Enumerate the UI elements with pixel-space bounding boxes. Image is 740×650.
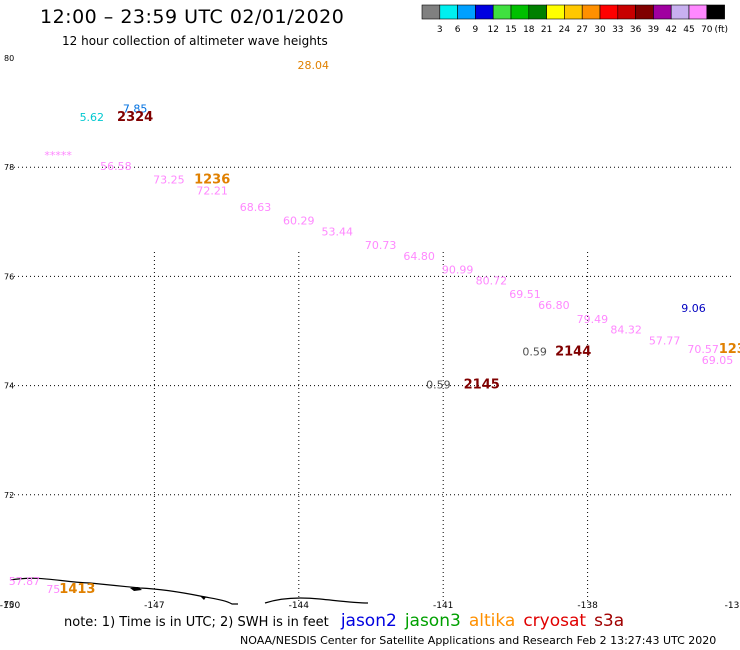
wave-height-label: 57.77 <box>649 335 681 348</box>
axis-labels: 80 78 76 74 72 70-150 -147 -144 -141 -138 -13 <box>0 54 739 611</box>
legend-label: 6 <box>455 25 461 35</box>
legend-swatch <box>706 4 725 20</box>
wave-height-label: 79.49 <box>577 313 609 326</box>
legend-swatch <box>581 4 601 20</box>
legend-swatch <box>475 4 494 20</box>
legend-swatch <box>492 4 512 20</box>
legend-unit: (ft) <box>714 25 728 35</box>
legend-swatch <box>617 4 636 20</box>
wave-height-label: 70.57 <box>687 343 719 356</box>
lon-tick-label: -13 <box>725 601 740 611</box>
lon-tick-label: -147 <box>144 601 164 611</box>
wave-height-label: 1235 <box>719 342 740 357</box>
wave-height-label: 9.06 <box>681 302 706 315</box>
legend-swatch <box>653 4 672 20</box>
wave-height-label: 28.04 <box>297 59 329 72</box>
wave-height-label: 75 <box>46 583 60 596</box>
wave-height-label: ***** <box>44 149 72 162</box>
wave-height-label: 56.58 <box>100 160 132 173</box>
legend-label: 21 <box>541 25 552 35</box>
wave-height-label: 64.80 <box>403 250 435 263</box>
island-shape <box>130 587 142 591</box>
legend-label: 36 <box>630 25 642 35</box>
legend-label: 12 <box>487 25 498 35</box>
coastline-path <box>9 577 369 605</box>
legend-swatch <box>688 4 708 20</box>
wave-height-label: 68.63 <box>240 201 272 214</box>
legend-label: 45 <box>683 25 694 35</box>
wave-height-label: 70.73 <box>365 239 397 252</box>
legend-swatch <box>546 4 565 20</box>
legend-label: 18 <box>523 25 535 35</box>
satellite-legend: jason2 jason3 altika cryosat s3a <box>333 611 624 631</box>
legend-label: 27 <box>576 25 587 35</box>
lon-tick-label: -141 <box>433 601 453 611</box>
footer-note-line: note: 1) Time is in UTC; 2) SWH is in fe… <box>64 611 624 631</box>
legend-swatch <box>599 4 619 20</box>
wave-height-label: 84.32 <box>610 324 642 337</box>
chart-title: 12:00 – 23:59 UTC 02/01/2020 <box>40 6 345 28</box>
legend-label: 9 <box>473 25 479 35</box>
wave-height-label: 2144 <box>555 345 591 360</box>
wave-height-label: 60.29 <box>283 215 315 228</box>
legend-label: 3 <box>437 25 443 35</box>
legend-swatch <box>421 4 441 20</box>
satellite-altika: altika <box>468 611 516 631</box>
wave-height-label: 69.05 <box>702 354 734 367</box>
wave-height-label: 5.62 <box>80 111 105 124</box>
island-shape <box>200 596 206 600</box>
wave-height-label: 7.85 <box>123 103 148 116</box>
color-legend: 3 6 9 12 15 18 21 24 27 30 33 36 39 42 45 70 (ft) <box>421 4 728 35</box>
wave-height-label: 0.59 <box>426 378 451 391</box>
satellite-cryosat: cryosat <box>523 611 587 631</box>
lat-tick-label: 76 <box>4 272 14 281</box>
wave-height-label: 80.72 <box>476 275 508 288</box>
chart-subtitle: 12 hour collection of altimeter wave hei… <box>62 34 328 48</box>
wave-height-label: 53.44 <box>322 225 354 238</box>
legend-swatch <box>564 4 583 20</box>
legend-label: 15 <box>505 25 516 35</box>
wave-height-label: 73.25 <box>153 174 185 187</box>
lat-tick-label: 80 <box>4 54 14 63</box>
wave-height-label: 90.99 <box>442 264 474 277</box>
legend-label: 30 <box>594 25 606 35</box>
coastline <box>9 577 369 605</box>
legend-swatch <box>439 4 458 20</box>
lat-tick-label: 74 <box>4 382 14 391</box>
credit-line: NOAA/NESDIS Center for Satellite Applica… <box>240 634 717 647</box>
wave-height-label: 72.21 <box>196 185 228 198</box>
legend-label: 24 <box>559 25 571 35</box>
lat-tick-label: 78 <box>4 163 14 172</box>
lon-tick-label: -150 <box>0 601 20 611</box>
lon-tick-label: -144 <box>289 601 310 611</box>
satellite-jason3: jason3 <box>404 611 461 631</box>
legend-swatch <box>457 4 476 20</box>
wave-height-label: 1413 <box>59 582 95 597</box>
legend-swatch <box>635 4 654 20</box>
legend-label: 33 <box>612 25 623 35</box>
satellite-s3a: s3a <box>594 611 625 631</box>
graticule <box>10 166 732 604</box>
legend-label: 70 <box>701 25 713 35</box>
wave-height-label: 1236 <box>194 173 230 188</box>
wave-height-label: 66.80 <box>538 299 570 312</box>
legend-swatch <box>528 4 547 20</box>
footer-note: note: 1) Time is in UTC; 2) SWH is in fe… <box>64 615 329 630</box>
legend-label: 42 <box>665 25 676 35</box>
lon-tick-label: -138 <box>577 601 598 611</box>
wave-height-label: 69.51 <box>509 288 541 301</box>
legend-swatch <box>510 4 530 20</box>
legend-label: 39 <box>648 25 660 35</box>
wave-height-label: 2324 <box>117 110 153 125</box>
observations: 28.04 7.85 5.62 2324 ***** 56.58 73.25 123672.2… <box>9 59 740 597</box>
lat-tick-label: 70 <box>4 600 14 609</box>
wave-height-label: 2145 <box>464 377 500 392</box>
legend-swatch <box>670 4 690 20</box>
satellite-jason2: jason2 <box>340 611 397 631</box>
lat-tick-label: 72 <box>4 491 14 500</box>
wave-height-label: 57.87 <box>9 575 41 588</box>
wave-height-label: 0.59 <box>522 346 547 359</box>
